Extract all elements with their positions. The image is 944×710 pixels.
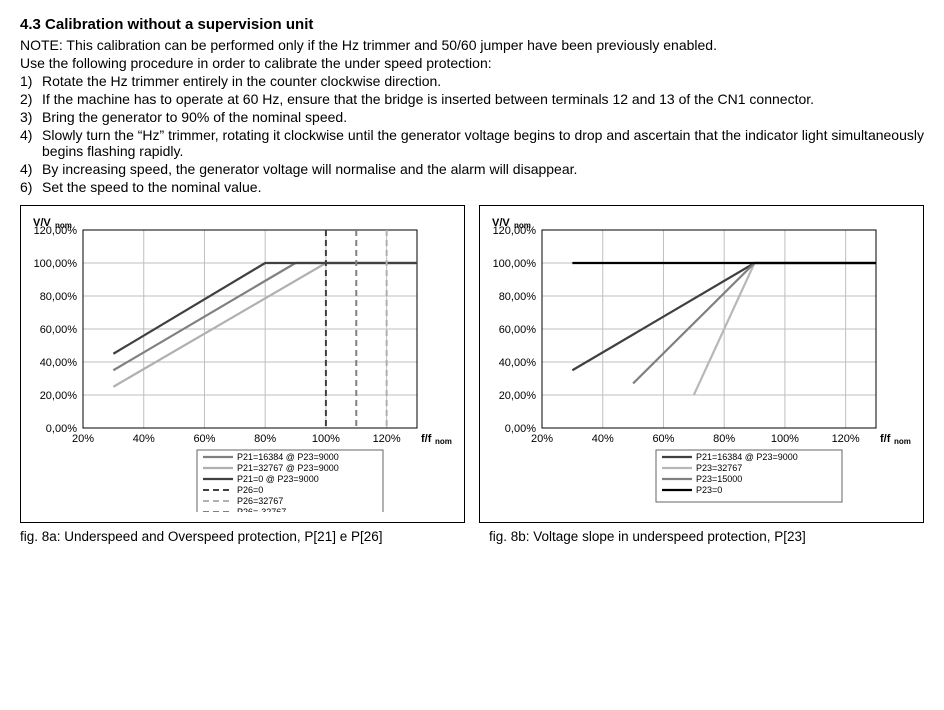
- svg-text:100%: 100%: [771, 433, 799, 445]
- chart-b-box: V/Vnom0,00%20,00%40,00%60,00%80,00%100,0…: [479, 205, 924, 523]
- svg-text:20,00%: 20,00%: [499, 390, 537, 402]
- chart-a-caption: fig. 8a: Underspeed and Overspeed protec…: [20, 529, 455, 544]
- step-text: Set the speed to the nominal value.: [42, 179, 924, 195]
- step-item: 4)Slowly turn the “Hz” trimmer, rotating…: [20, 127, 924, 159]
- section-heading: 4.3 Calibration without a supervision un…: [20, 16, 924, 33]
- svg-text:60%: 60%: [652, 433, 674, 445]
- step-item: 6)Set the speed to the nominal value.: [20, 179, 924, 195]
- steps-list: 1)Rotate the Hz trimmer entirely in the …: [20, 73, 924, 195]
- note-text: NOTE: This calibration can be performed …: [20, 37, 924, 53]
- intro-text: Use the following procedure in order to …: [20, 55, 924, 71]
- svg-text:40%: 40%: [592, 433, 614, 445]
- svg-text:100%: 100%: [312, 433, 340, 445]
- step-item: 4)By increasing speed, the generator vol…: [20, 161, 924, 177]
- step-number: 3): [20, 109, 42, 125]
- step-item: 1)Rotate the Hz trimmer entirely in the …: [20, 73, 924, 89]
- step-text: By increasing speed, the generator volta…: [42, 161, 924, 177]
- charts-row: V/Vnom0,00%20,00%40,00%60,00%80,00%100,0…: [20, 205, 924, 523]
- svg-text:120,00%: 120,00%: [34, 225, 78, 237]
- svg-text:40,00%: 40,00%: [499, 357, 537, 369]
- svg-text:P21=32767 @ P23=9000: P21=32767 @ P23=9000: [237, 463, 339, 473]
- step-text: Rotate the Hz trimmer entirely in the co…: [42, 73, 924, 89]
- svg-text:40%: 40%: [133, 433, 155, 445]
- svg-text:20%: 20%: [531, 433, 553, 445]
- captions-row: fig. 8a: Underspeed and Overspeed protec…: [20, 523, 924, 544]
- svg-text:100,00%: 100,00%: [34, 258, 78, 270]
- svg-text:80,00%: 80,00%: [40, 291, 78, 303]
- step-number: 1): [20, 73, 42, 89]
- svg-text:f/f: f/f: [421, 433, 432, 445]
- step-item: 3)Bring the generator to 90% of the nomi…: [20, 109, 924, 125]
- svg-text:P26=0: P26=0: [237, 485, 263, 495]
- svg-text:20,00%: 20,00%: [40, 390, 78, 402]
- step-number: 6): [20, 179, 42, 195]
- step-number: 4): [20, 127, 42, 159]
- svg-text:120%: 120%: [832, 433, 860, 445]
- svg-text:60%: 60%: [193, 433, 215, 445]
- svg-text:P21=16384 @ P23=9000: P21=16384 @ P23=9000: [237, 452, 339, 462]
- step-item: 2)If the machine has to operate at 60 Hz…: [20, 91, 924, 107]
- svg-text:P26=-32767: P26=-32767: [237, 507, 286, 512]
- svg-text:120,00%: 120,00%: [493, 225, 537, 237]
- chart-b-caption: fig. 8b: Voltage slope in underspeed pro…: [469, 529, 924, 544]
- svg-text:P21=16384 @ P23=9000: P21=16384 @ P23=9000: [696, 452, 798, 462]
- chart-a-svg: V/Vnom0,00%20,00%40,00%60,00%80,00%100,0…: [27, 212, 457, 512]
- svg-text:P21=0 @ P23=9000: P21=0 @ P23=9000: [237, 474, 319, 484]
- svg-text:120%: 120%: [373, 433, 401, 445]
- chart-a-box: V/Vnom0,00%20,00%40,00%60,00%80,00%100,0…: [20, 205, 465, 523]
- svg-text:P23=32767: P23=32767: [696, 463, 742, 473]
- svg-text:f/f: f/f: [880, 433, 891, 445]
- svg-text:P23=15000: P23=15000: [696, 474, 742, 484]
- svg-text:nom: nom: [435, 437, 452, 446]
- svg-text:P23=0: P23=0: [696, 485, 722, 495]
- svg-text:80%: 80%: [713, 433, 735, 445]
- svg-text:100,00%: 100,00%: [493, 258, 537, 270]
- svg-text:nom: nom: [894, 437, 911, 446]
- svg-text:P26=32767: P26=32767: [237, 496, 283, 506]
- svg-text:80,00%: 80,00%: [499, 291, 537, 303]
- svg-text:40,00%: 40,00%: [40, 357, 78, 369]
- chart-b-svg: V/Vnom0,00%20,00%40,00%60,00%80,00%100,0…: [486, 212, 916, 512]
- step-text: Slowly turn the “Hz” trimmer, rotating i…: [42, 127, 924, 159]
- svg-text:60,00%: 60,00%: [40, 324, 78, 336]
- svg-text:60,00%: 60,00%: [499, 324, 537, 336]
- step-text: Bring the generator to 90% of the nomina…: [42, 109, 924, 125]
- step-number: 4): [20, 161, 42, 177]
- svg-text:20%: 20%: [72, 433, 94, 445]
- step-number: 2): [20, 91, 42, 107]
- step-text: If the machine has to operate at 60 Hz, …: [42, 91, 924, 107]
- svg-text:80%: 80%: [254, 433, 276, 445]
